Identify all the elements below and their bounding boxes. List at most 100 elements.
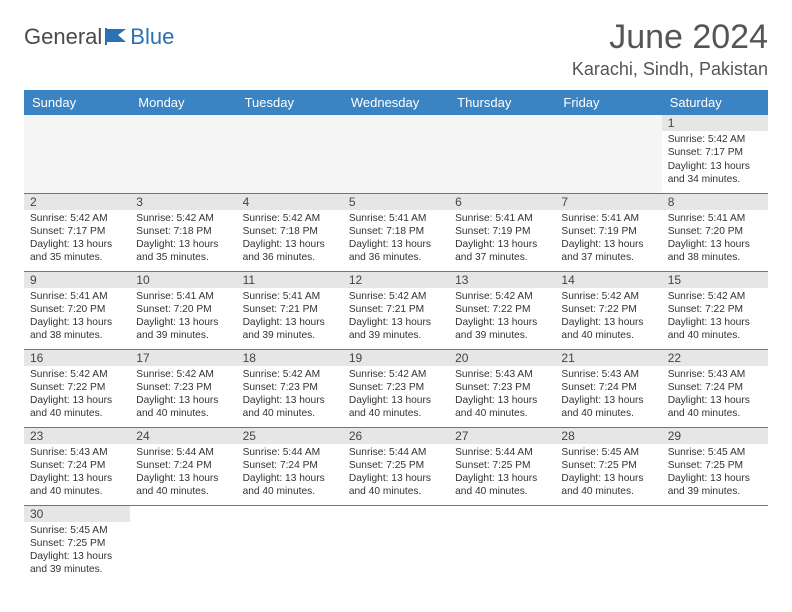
calendar-row: 9Sunrise: 5:41 AMSunset: 7:20 PMDaylight… bbox=[24, 271, 768, 349]
empty-cell bbox=[237, 115, 343, 193]
day-cell: 2Sunrise: 5:42 AMSunset: 7:17 PMDaylight… bbox=[24, 193, 130, 271]
day-number: 15 bbox=[662, 272, 768, 288]
location: Karachi, Sindh, Pakistan bbox=[572, 59, 768, 80]
day-number: 6 bbox=[449, 194, 555, 210]
day-info: Sunrise: 5:41 AMSunset: 7:19 PMDaylight:… bbox=[449, 210, 555, 269]
brand-part2: Blue bbox=[130, 24, 174, 50]
day-info: Sunrise: 5:44 AMSunset: 7:25 PMDaylight:… bbox=[449, 444, 555, 503]
day-number: 10 bbox=[130, 272, 236, 288]
day-info: Sunrise: 5:44 AMSunset: 7:24 PMDaylight:… bbox=[130, 444, 236, 503]
day-number: 9 bbox=[24, 272, 130, 288]
day-info: Sunrise: 5:44 AMSunset: 7:24 PMDaylight:… bbox=[237, 444, 343, 503]
weekday-header: Saturday bbox=[662, 90, 768, 115]
day-cell: 13Sunrise: 5:42 AMSunset: 7:22 PMDayligh… bbox=[449, 271, 555, 349]
day-number: 24 bbox=[130, 428, 236, 444]
day-info: Sunrise: 5:41 AMSunset: 7:20 PMDaylight:… bbox=[130, 288, 236, 347]
day-info: Sunrise: 5:43 AMSunset: 7:23 PMDaylight:… bbox=[449, 366, 555, 425]
day-info: Sunrise: 5:42 AMSunset: 7:23 PMDaylight:… bbox=[343, 366, 449, 425]
day-cell: 4Sunrise: 5:42 AMSunset: 7:18 PMDaylight… bbox=[237, 193, 343, 271]
day-number: 30 bbox=[24, 506, 130, 522]
day-number: 21 bbox=[555, 350, 661, 366]
day-cell: 7Sunrise: 5:41 AMSunset: 7:19 PMDaylight… bbox=[555, 193, 661, 271]
day-cell: 28Sunrise: 5:45 AMSunset: 7:25 PMDayligh… bbox=[555, 427, 661, 505]
day-cell: 3Sunrise: 5:42 AMSunset: 7:18 PMDaylight… bbox=[130, 193, 236, 271]
day-cell: 8Sunrise: 5:41 AMSunset: 7:20 PMDaylight… bbox=[662, 193, 768, 271]
day-cell: 15Sunrise: 5:42 AMSunset: 7:22 PMDayligh… bbox=[662, 271, 768, 349]
day-number: 17 bbox=[130, 350, 236, 366]
day-info: Sunrise: 5:45 AMSunset: 7:25 PMDaylight:… bbox=[24, 522, 130, 581]
day-info: Sunrise: 5:41 AMSunset: 7:18 PMDaylight:… bbox=[343, 210, 449, 269]
day-cell: 26Sunrise: 5:44 AMSunset: 7:25 PMDayligh… bbox=[343, 427, 449, 505]
calendar-row: 2Sunrise: 5:42 AMSunset: 7:17 PMDaylight… bbox=[24, 193, 768, 271]
month-title: June 2024 bbox=[572, 18, 768, 57]
title-block: June 2024 Karachi, Sindh, Pakistan bbox=[572, 18, 768, 80]
day-cell: 17Sunrise: 5:42 AMSunset: 7:23 PMDayligh… bbox=[130, 349, 236, 427]
empty-cell bbox=[343, 115, 449, 193]
day-cell: 9Sunrise: 5:41 AMSunset: 7:20 PMDaylight… bbox=[24, 271, 130, 349]
day-cell: 25Sunrise: 5:44 AMSunset: 7:24 PMDayligh… bbox=[237, 427, 343, 505]
day-number: 5 bbox=[343, 194, 449, 210]
day-number: 18 bbox=[237, 350, 343, 366]
day-number: 11 bbox=[237, 272, 343, 288]
day-info: Sunrise: 5:43 AMSunset: 7:24 PMDaylight:… bbox=[24, 444, 130, 503]
calendar-row: 16Sunrise: 5:42 AMSunset: 7:22 PMDayligh… bbox=[24, 349, 768, 427]
day-number: 23 bbox=[24, 428, 130, 444]
day-cell: 24Sunrise: 5:44 AMSunset: 7:24 PMDayligh… bbox=[130, 427, 236, 505]
day-cell: 27Sunrise: 5:44 AMSunset: 7:25 PMDayligh… bbox=[449, 427, 555, 505]
day-info: Sunrise: 5:42 AMSunset: 7:22 PMDaylight:… bbox=[555, 288, 661, 347]
calendar-row: 30Sunrise: 5:45 AMSunset: 7:25 PMDayligh… bbox=[24, 505, 768, 583]
day-cell: 23Sunrise: 5:43 AMSunset: 7:24 PMDayligh… bbox=[24, 427, 130, 505]
day-cell: 16Sunrise: 5:42 AMSunset: 7:22 PMDayligh… bbox=[24, 349, 130, 427]
day-info: Sunrise: 5:42 AMSunset: 7:17 PMDaylight:… bbox=[662, 131, 768, 190]
day-info: Sunrise: 5:42 AMSunset: 7:18 PMDaylight:… bbox=[130, 210, 236, 269]
day-info: Sunrise: 5:42 AMSunset: 7:17 PMDaylight:… bbox=[24, 210, 130, 269]
empty-cell bbox=[555, 505, 661, 583]
day-cell: 6Sunrise: 5:41 AMSunset: 7:19 PMDaylight… bbox=[449, 193, 555, 271]
day-number: 3 bbox=[130, 194, 236, 210]
day-cell: 22Sunrise: 5:43 AMSunset: 7:24 PMDayligh… bbox=[662, 349, 768, 427]
day-cell: 10Sunrise: 5:41 AMSunset: 7:20 PMDayligh… bbox=[130, 271, 236, 349]
day-number: 26 bbox=[343, 428, 449, 444]
weekday-header: Monday bbox=[130, 90, 236, 115]
empty-cell bbox=[130, 115, 236, 193]
day-number: 13 bbox=[449, 272, 555, 288]
day-number: 16 bbox=[24, 350, 130, 366]
day-number: 2 bbox=[24, 194, 130, 210]
day-number: 14 bbox=[555, 272, 661, 288]
day-number: 22 bbox=[662, 350, 768, 366]
flag-icon bbox=[104, 26, 130, 49]
weekday-header: Thursday bbox=[449, 90, 555, 115]
calendar-header-row: SundayMondayTuesdayWednesdayThursdayFrid… bbox=[24, 90, 768, 115]
empty-cell bbox=[24, 115, 130, 193]
empty-cell bbox=[662, 505, 768, 583]
day-cell: 11Sunrise: 5:41 AMSunset: 7:21 PMDayligh… bbox=[237, 271, 343, 349]
day-info: Sunrise: 5:44 AMSunset: 7:25 PMDaylight:… bbox=[343, 444, 449, 503]
day-number: 4 bbox=[237, 194, 343, 210]
empty-cell bbox=[237, 505, 343, 583]
day-info: Sunrise: 5:42 AMSunset: 7:21 PMDaylight:… bbox=[343, 288, 449, 347]
brand-logo: General Blue bbox=[24, 24, 174, 50]
day-number: 12 bbox=[343, 272, 449, 288]
day-info: Sunrise: 5:43 AMSunset: 7:24 PMDaylight:… bbox=[662, 366, 768, 425]
day-info: Sunrise: 5:42 AMSunset: 7:23 PMDaylight:… bbox=[237, 366, 343, 425]
weekday-header: Sunday bbox=[24, 90, 130, 115]
brand-part1: General bbox=[24, 24, 102, 50]
day-cell: 19Sunrise: 5:42 AMSunset: 7:23 PMDayligh… bbox=[343, 349, 449, 427]
day-number: 19 bbox=[343, 350, 449, 366]
day-cell: 18Sunrise: 5:42 AMSunset: 7:23 PMDayligh… bbox=[237, 349, 343, 427]
empty-cell bbox=[449, 115, 555, 193]
header: General Blue June 2024 Karachi, Sindh, P… bbox=[24, 18, 768, 80]
weekday-header: Friday bbox=[555, 90, 661, 115]
day-cell: 14Sunrise: 5:42 AMSunset: 7:22 PMDayligh… bbox=[555, 271, 661, 349]
weekday-header: Tuesday bbox=[237, 90, 343, 115]
day-info: Sunrise: 5:45 AMSunset: 7:25 PMDaylight:… bbox=[662, 444, 768, 503]
day-info: Sunrise: 5:42 AMSunset: 7:22 PMDaylight:… bbox=[662, 288, 768, 347]
day-cell: 30Sunrise: 5:45 AMSunset: 7:25 PMDayligh… bbox=[24, 505, 130, 583]
day-info: Sunrise: 5:42 AMSunset: 7:23 PMDaylight:… bbox=[130, 366, 236, 425]
day-number: 7 bbox=[555, 194, 661, 210]
day-cell: 12Sunrise: 5:42 AMSunset: 7:21 PMDayligh… bbox=[343, 271, 449, 349]
day-info: Sunrise: 5:43 AMSunset: 7:24 PMDaylight:… bbox=[555, 366, 661, 425]
day-info: Sunrise: 5:41 AMSunset: 7:20 PMDaylight:… bbox=[662, 210, 768, 269]
empty-cell bbox=[449, 505, 555, 583]
day-number: 8 bbox=[662, 194, 768, 210]
